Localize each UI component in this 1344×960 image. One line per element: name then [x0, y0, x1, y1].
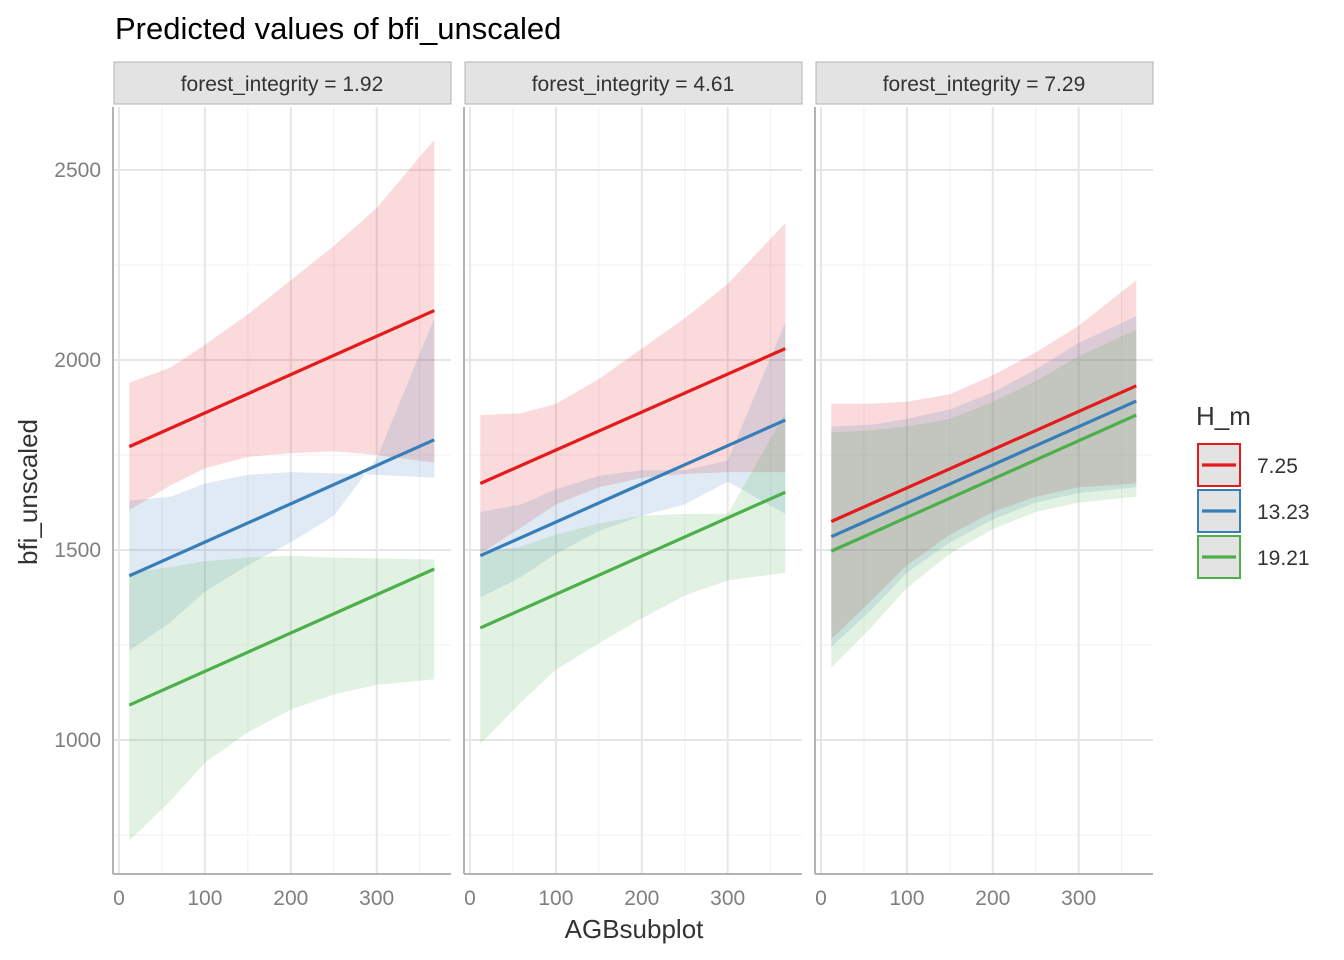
- ci-band-13-23: [129, 318, 435, 651]
- y-tick-label: 1500: [54, 539, 101, 562]
- ci-band-7-25: [129, 139, 435, 511]
- series-line-7-25: [479, 347, 786, 485]
- facet-strip: [464, 61, 803, 105]
- x-tick-label: 100: [889, 887, 924, 910]
- legend-item: 7.25: [1197, 443, 1298, 487]
- legend-item: 19.21: [1197, 535, 1310, 579]
- ci-band-19-21: [129, 555, 435, 841]
- x-tick-label: 0: [464, 887, 476, 910]
- ci-band-7-25: [831, 280, 1137, 640]
- x-axis-title: AGBsubplot: [565, 914, 705, 944]
- x-tick-label: 300: [1061, 887, 1096, 910]
- x-tick-label: 100: [538, 887, 573, 910]
- legend: H_m 7.25 13.23 19.21: [1196, 401, 1310, 579]
- panel-1: forest_integrity = 1.92 0 100 200 300 1000 150…: [54, 61, 452, 910]
- facet-strip-label: forest_integrity = 4.61: [532, 73, 735, 96]
- x-tick-label: 0: [815, 887, 827, 910]
- chart-title: Predicted values of bfi_unscaled: [115, 11, 561, 46]
- panel-2: forest_integrity = 4.61 0 100 200 300: [463, 61, 803, 910]
- x-tick-label: 200: [273, 887, 308, 910]
- x-tick-label: 200: [975, 887, 1010, 910]
- facet-strip: [815, 61, 1154, 105]
- x-tick-label: 200: [624, 887, 659, 910]
- x-tick-label: 0: [113, 887, 125, 910]
- legend-title: H_m: [1196, 401, 1251, 431]
- facet-strip-label: forest_integrity = 7.29: [883, 73, 1086, 96]
- series-line-19-21: [830, 413, 1137, 553]
- ci-band-19-21: [480, 413, 786, 744]
- series-line-19-21: [128, 567, 435, 707]
- legend-label: 19.21: [1257, 547, 1310, 570]
- series-line-13-23: [128, 438, 435, 578]
- y-tick-label: 2500: [54, 159, 101, 182]
- ci-band-13-23: [480, 322, 786, 598]
- legend-item: 13.23: [1197, 489, 1310, 533]
- series-line-7-25: [128, 309, 435, 449]
- panel-3: forest_integrity = 7.29 0 100 200 300: [814, 61, 1154, 910]
- series-line-19-21: [479, 490, 786, 630]
- panels: forest_integrity = 1.920 100 200 3001000150…: [54, 61, 1154, 910]
- y-tick-label: 1000: [54, 729, 101, 752]
- y-axis-title: bfi_unscaled: [13, 419, 43, 565]
- y-tick-label: 2000: [54, 349, 101, 372]
- series-line-13-23: [830, 399, 1137, 539]
- legend-label: 13.23: [1257, 501, 1310, 524]
- x-tick-label: 300: [359, 887, 394, 910]
- facet-strip: [113, 61, 452, 105]
- legend-label: 7.25: [1257, 455, 1298, 478]
- ci-band-19-21: [831, 329, 1137, 668]
- facet-strip-label: forest_integrity = 1.92: [181, 73, 384, 96]
- series-line-7-25: [830, 384, 1137, 523]
- series-line-13-23: [479, 418, 786, 558]
- ci-band-7-25: [480, 223, 786, 554]
- x-tick-label: 300: [710, 887, 745, 910]
- x-tick-label: 100: [187, 887, 222, 910]
